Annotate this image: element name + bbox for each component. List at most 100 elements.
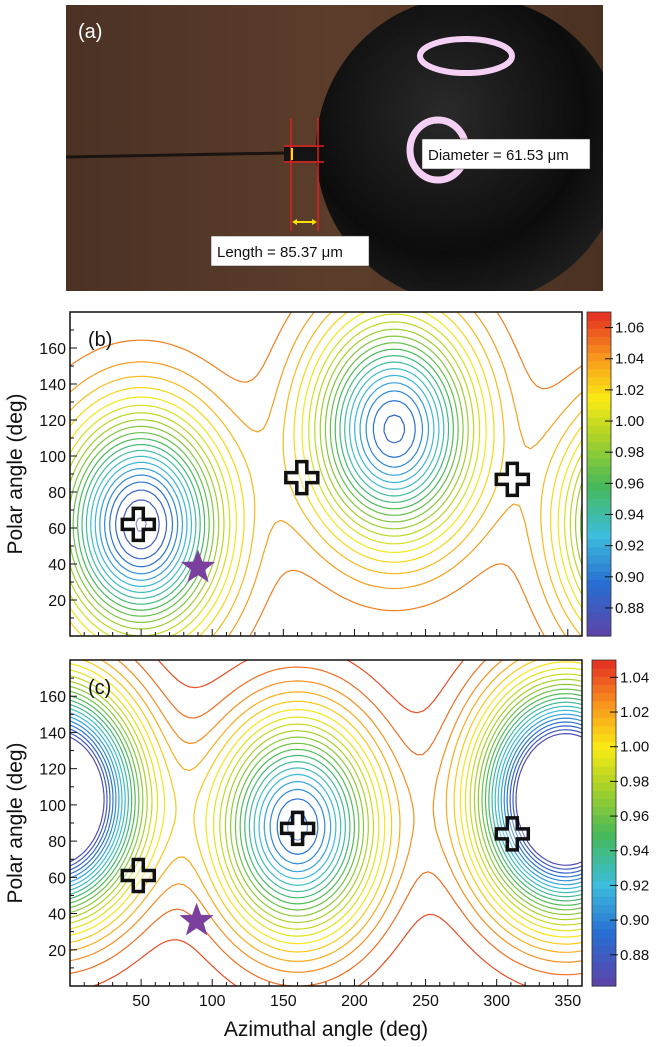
colorbar-segment bbox=[592, 708, 616, 718]
colorbar-segment bbox=[587, 393, 611, 402]
colorbar-segment bbox=[592, 774, 616, 783]
colorbar-segment bbox=[592, 904, 616, 914]
x-axis-label: Azimuthal angle (deg) bbox=[224, 1018, 428, 1041]
colorbar-segment bbox=[592, 749, 616, 759]
colorbar-segment bbox=[587, 336, 611, 345]
contour-line bbox=[104, 390, 424, 575]
x-tick-label: 350 bbox=[554, 993, 581, 1010]
colorbar-segment bbox=[587, 320, 611, 329]
colorbar-tick-label: 0.98 bbox=[620, 773, 649, 790]
y-tick-label: 140 bbox=[39, 377, 66, 394]
colorbar-tick-label: 0.92 bbox=[620, 877, 649, 894]
x-tick-label: 250 bbox=[412, 993, 439, 1010]
contour-line bbox=[77, 348, 454, 611]
y-tick-label: 60 bbox=[48, 521, 66, 538]
colorbar-tick-label: 1.00 bbox=[620, 739, 649, 756]
colorbar-segment bbox=[592, 814, 616, 824]
colorbar-segment bbox=[592, 782, 616, 791]
colorbar-segment bbox=[587, 571, 611, 580]
colorbar-segment bbox=[592, 855, 616, 865]
y-tick-label: 120 bbox=[39, 762, 66, 779]
colorbar-segment bbox=[587, 368, 611, 378]
colorbar-segment bbox=[587, 449, 611, 459]
colorbar-segment bbox=[587, 546, 611, 556]
star-marker bbox=[180, 549, 216, 583]
contour-line bbox=[69, 659, 583, 987]
colorbar-tick-label: 1.04 bbox=[615, 351, 644, 368]
colorbar-segment bbox=[592, 863, 616, 873]
contour-line bbox=[90, 368, 440, 593]
colorbar-tick-label: 1.04 bbox=[620, 669, 649, 686]
colorbar-segment bbox=[587, 417, 611, 426]
contour-line bbox=[69, 678, 583, 924]
colorbar-tick-label: 1.02 bbox=[620, 704, 649, 721]
colorbar: 1.04 1.02 1.00 0.98 0.96 0.94 0.92 0.90 0.88 bbox=[591, 659, 649, 987]
colorbar-segment bbox=[587, 328, 611, 337]
contour-chart-b: 20 40 60 80 100 120 140 160 Polar angle (deg) (b)… bbox=[4, 311, 644, 637]
colorbar-tick-label: 0.90 bbox=[615, 569, 644, 586]
length-arrowhead-left bbox=[292, 219, 297, 225]
length-arrowhead-right bbox=[312, 219, 317, 225]
y-tick-label: 20 bbox=[48, 593, 66, 610]
colorbar-segment bbox=[587, 627, 611, 637]
colorbar-segment bbox=[592, 831, 616, 840]
colorbar-segment bbox=[592, 977, 616, 987]
colorbar-segment bbox=[592, 912, 616, 922]
contour-line bbox=[69, 673, 583, 930]
y-tick-label: 60 bbox=[48, 870, 66, 887]
colorbar-segment bbox=[587, 474, 611, 483]
colorbar-segment bbox=[592, 765, 616, 775]
colorbar-segment bbox=[592, 790, 616, 800]
colorbar-segment bbox=[592, 847, 616, 857]
fiber-taper bbox=[66, 151, 286, 159]
contour-line bbox=[69, 721, 583, 878]
colorbar-segment bbox=[587, 514, 611, 524]
cross-marker bbox=[120, 857, 157, 894]
colorbar-segment bbox=[587, 619, 611, 629]
colorbar-segment bbox=[587, 603, 611, 613]
colorbar-segment bbox=[587, 401, 611, 410]
y-tick-label: 120 bbox=[39, 413, 66, 430]
x-tick-label: 50 bbox=[132, 993, 150, 1010]
colorbar-segment bbox=[587, 433, 611, 443]
colorbar-segment bbox=[587, 538, 611, 548]
colorbar-segment bbox=[592, 961, 616, 971]
colorbar-tick-label: 0.96 bbox=[615, 475, 644, 492]
contour-line bbox=[69, 688, 583, 911]
colorbar-segment bbox=[592, 684, 616, 694]
contour-line bbox=[69, 683, 583, 917]
colorbar-segment bbox=[587, 595, 611, 605]
contour-line bbox=[69, 693, 583, 906]
colorbar-segment bbox=[592, 839, 616, 849]
contour-line bbox=[69, 709, 583, 890]
colorbar-segment bbox=[587, 522, 611, 532]
colorbar-segment bbox=[592, 928, 616, 938]
y-tick-label: 80 bbox=[48, 485, 66, 502]
colorbar-segment bbox=[587, 457, 611, 467]
colorbar-segment bbox=[592, 717, 616, 726]
x-tick-label: 200 bbox=[341, 993, 368, 1010]
contour-line bbox=[69, 335, 583, 623]
colorbar-segment bbox=[587, 579, 611, 588]
colorbar-tick-label: 0.88 bbox=[615, 600, 644, 617]
x-tick-label: 100 bbox=[199, 993, 226, 1010]
colorbar-segment bbox=[592, 733, 616, 743]
contour-line bbox=[69, 311, 583, 637]
colorbar-tick-label: 0.88 bbox=[620, 947, 649, 964]
colorbar-segment bbox=[592, 700, 616, 710]
colorbar-segment bbox=[592, 969, 616, 979]
colorbar: 1.06 1.04 1.02 1.00 0.98 0.96 0.94 0.92 0.90 0.88 bbox=[586, 311, 644, 637]
panel-label: (c) bbox=[88, 677, 111, 699]
contour-line bbox=[69, 725, 583, 874]
diameter-label-box bbox=[421, 138, 591, 170]
colorbar-segment bbox=[592, 945, 616, 954]
colorbar-frame bbox=[591, 659, 617, 987]
star-marker bbox=[179, 902, 214, 936]
panel-label: (b) bbox=[88, 329, 112, 351]
contour-line bbox=[69, 321, 583, 637]
y-axis-label: Polar angle (deg) bbox=[4, 742, 27, 903]
colorbar-segment bbox=[592, 896, 616, 906]
cross-marker bbox=[494, 816, 531, 852]
colorbar-segment bbox=[592, 937, 616, 946]
